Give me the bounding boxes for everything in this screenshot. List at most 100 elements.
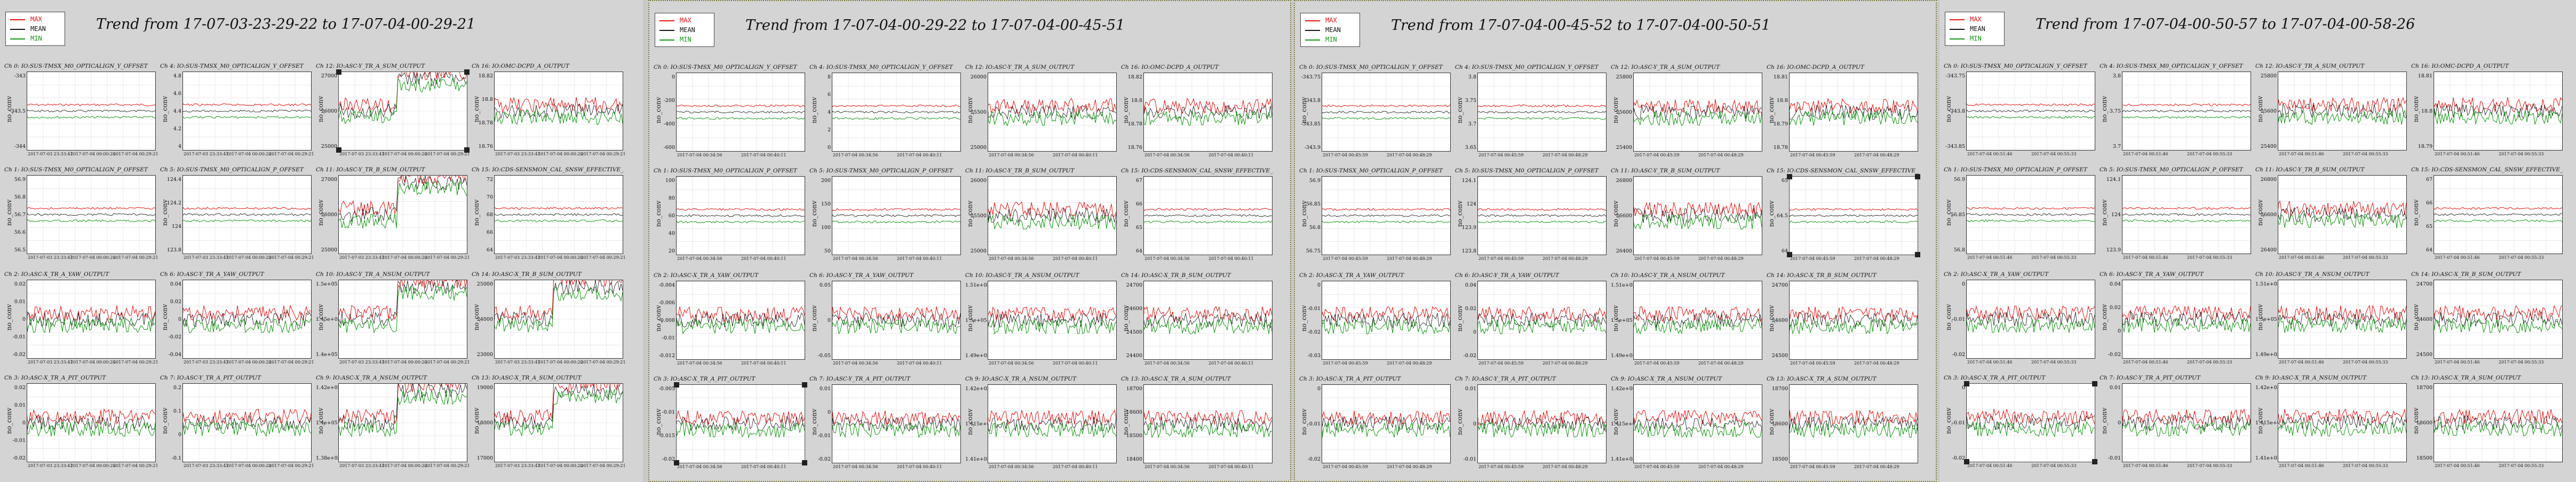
resize-handle[interactable] (674, 460, 679, 465)
chart-cell[interactable]: Ch 1: IO:SUS-TMSX_M0_OPTICALIGN_P_OFFSET… (1944, 167, 2096, 267)
chart-cell[interactable]: Ch 1: IO:SUS-TMSX_M0_OPTICALIGN_P_OFFSET… (1299, 168, 1451, 268)
trend-plot[interactable] (2122, 280, 2251, 359)
chart-cell[interactable]: Ch 6: IO:ASC-Y_TR_A_YAW_OUTPUT no_conv 0.0… (1455, 272, 1607, 373)
chart-cell[interactable]: Ch 11: IO:ASC-Y_TR_B_SUM_OUTPUT no_conv 26… (2255, 167, 2407, 267)
selection-box[interactable] (676, 384, 805, 463)
chart-cell[interactable]: Ch 2: IO:ASC-X_TR_A_YAW_OUTPUT no_conv 0 -0… (1299, 272, 1451, 373)
resize-handle[interactable] (1787, 252, 1792, 257)
resize-handle[interactable] (2092, 459, 2097, 464)
selection-box[interactable] (338, 72, 467, 151)
trend-plot[interactable] (1143, 384, 1273, 463)
trend-plot[interactable] (676, 176, 805, 255)
chart-cell[interactable]: Ch 12: IO:ASC-Y_TR_A_SUM_OUTPUT no_conv 26… (965, 64, 1117, 164)
chart-cell[interactable]: Ch 6: IO:ASC-Y_TR_A_YAW_OUTPUT no_conv 0.0… (809, 272, 961, 373)
trend-plot[interactable] (2278, 280, 2407, 359)
chart-cell[interactable]: Ch 7: IO:ASC-Y_TR_A_PIT_OUTPUT no_conv 0.0… (809, 376, 961, 476)
chart-cell[interactable]: Ch 1: IO:SUS-TMSX_M0_OPTICALIGN_P_OFFSET… (654, 168, 806, 268)
trend-plot[interactable] (2434, 175, 2563, 254)
trend-plot[interactable] (182, 280, 312, 359)
resize-handle[interactable] (674, 382, 679, 388)
chart-cell[interactable]: Ch 2: IO:ASC-X_TR_A_YAW_OUTPUT no_conv -0.… (654, 272, 806, 373)
chart-cell[interactable]: Ch 7: IO:ASC-Y_TR_A_PIT_OUTPUT no_conv 0.2… (160, 375, 314, 475)
chart-cell[interactable]: Ch 4: IO:SUS-TMSX_M0_OPTICALIGN_Y_OFFSET… (160, 63, 314, 163)
chart-cell[interactable]: Ch 13: IO:ASC-X_TR_A_SUM_OUTPUT no_conv 18… (1767, 376, 1919, 476)
chart-cell[interactable]: Ch 13: IO:ASC-X_TR_A_SUM_OUTPUT no_conv 19… (472, 375, 626, 475)
resize-handle[interactable] (1964, 459, 1969, 464)
trend-plot[interactable] (988, 281, 1117, 360)
trend-plot[interactable] (338, 376, 467, 462)
chart-cell[interactable]: Ch 13: IO:ASC-X_TR_A_SUM_OUTPUT no_conv 18… (2411, 375, 2563, 475)
trend-plot[interactable] (27, 280, 156, 359)
chart-cell[interactable]: Ch 3: IO:ASC-X_TR_A_PIT_OUTPUT no_conv 0.0… (4, 375, 158, 475)
trend-plot[interactable] (2434, 280, 2563, 359)
chart-cell[interactable]: Ch 15: IO:CDS-SENSMON_CAL_SNSW_EFFECTIVE… (1121, 168, 1273, 268)
trend-plot[interactable] (1322, 384, 1451, 463)
chart-cell[interactable]: Ch 7: IO:ASC-Y_TR_A_PIT_OUTPUT no_conv 0.0… (1455, 376, 1607, 476)
trend-plot[interactable] (494, 273, 623, 359)
chart-cell[interactable]: Ch 16: IO:OMC-DCPD_A_OUTPUT no_conv 18.82 1… (1121, 64, 1273, 164)
trend-plot[interactable] (832, 73, 961, 152)
chart-cell[interactable]: Ch 0: IO:SUS-TMSX_M0_OPTICALIGN_Y_OFFSET… (1299, 64, 1451, 164)
resize-handle[interactable] (336, 147, 341, 153)
trend-plot[interactable] (832, 176, 961, 255)
chart-cell[interactable]: Ch 10: IO:ASC-Y_TR_A_NSUM_OUTPUT no_conv 1… (1611, 272, 1763, 373)
chart-cell[interactable]: Ch 1: IO:SUS-TMSX_M0_OPTICALIGN_P_OFFSET… (4, 167, 158, 267)
trend-plot[interactable] (1633, 73, 1762, 152)
chart-cell[interactable]: Ch 14: IO:ASC-X_TR_B_SUM_OUTPUT no_conv 25… (472, 271, 626, 372)
trend-plot[interactable] (2122, 175, 2251, 254)
resize-handle[interactable] (1915, 252, 1920, 257)
trend-plot[interactable] (1633, 384, 1762, 463)
chart-cell[interactable]: Ch 9: IO:ASC-X_TR_A_NSUM_OUTPUT no_conv 1.… (316, 375, 470, 475)
chart-cell[interactable]: Ch 5: IO:SUS-TMSX_M0_OPTICALIGN_P_OFFSET… (2100, 167, 2252, 267)
chart-cell[interactable]: Ch 2: IO:ASC-X_TR_A_YAW_OUTPUT no_conv 0.0… (4, 271, 158, 372)
chart-cell[interactable]: Ch 10: IO:ASC-Y_TR_A_NSUM_OUTPUT no_conv 1… (2255, 271, 2407, 372)
chart-cell[interactable]: Ch 5: IO:SUS-TMSX_M0_OPTICALIGN_P_OFFSET… (809, 168, 961, 268)
resize-handle[interactable] (464, 69, 470, 75)
trend-panel[interactable]: MAX MEAN MIN Trend from 17-07-03-23-29-22 t… (0, 0, 643, 482)
chart-cell[interactable]: Ch 9: IO:ASC-X_TR_A_NSUM_OUTPUT no_conv 1.… (965, 376, 1117, 476)
trend-plot[interactable] (338, 273, 467, 359)
chart-cell[interactable]: Ch 9: IO:ASC-X_TR_A_NSUM_OUTPUT no_conv 1.… (1611, 376, 1763, 476)
chart-cell[interactable]: Ch 5: IO:SUS-TMSX_M0_OPTICALIGN_P_OFFSET… (160, 167, 314, 267)
trend-plot[interactable] (676, 73, 805, 152)
trend-plot[interactable] (27, 72, 156, 151)
chart-cell[interactable]: Ch 6: IO:ASC-Y_TR_A_YAW_OUTPUT no_conv 0.0… (2100, 271, 2252, 372)
chart-cell[interactable]: Ch 9: IO:ASC-X_TR_A_NSUM_OUTPUT no_conv 1.… (2255, 375, 2407, 475)
chart-cell[interactable]: Ch 12: IO:ASC-Y_TR_A_SUM_OUTPUT no_conv 27… (316, 63, 470, 163)
chart-cell[interactable]: Ch 11: IO:ASC-Y_TR_B_SUM_OUTPUT no_conv 27… (316, 167, 470, 267)
resize-handle[interactable] (1915, 174, 1920, 179)
trend-plot[interactable] (2278, 72, 2407, 151)
trend-plot[interactable] (1966, 383, 2095, 462)
chart-cell[interactable]: Ch 6: IO:ASC-Y_TR_A_YAW_OUTPUT no_conv 0.0… (160, 271, 314, 372)
trend-plot[interactable] (27, 175, 156, 254)
trend-plot[interactable] (1789, 176, 1918, 255)
resize-handle[interactable] (1787, 174, 1792, 179)
chart-cell[interactable]: Ch 3: IO:ASC-X_TR_A_PIT_OUTPUT no_conv 0 -0… (1299, 376, 1451, 476)
chart-cell[interactable]: Ch 0: IO:SUS-TMSX_M0_OPTICALIGN_Y_OFFSET… (654, 64, 806, 164)
trend-plot[interactable] (676, 384, 805, 463)
chart-cell[interactable]: Ch 11: IO:ASC-Y_TR_B_SUM_OUTPUT no_conv 26… (965, 168, 1117, 268)
trend-plot[interactable] (1322, 73, 1451, 152)
resize-handle[interactable] (1964, 381, 1969, 386)
trend-plot[interactable] (2434, 383, 2563, 462)
trend-panel[interactable]: MAX MEAN MIN Trend from 17-07-04-00-50-57 t… (1939, 0, 2576, 482)
trend-plot[interactable] (1322, 281, 1451, 360)
trend-plot[interactable] (494, 72, 623, 151)
trend-plot[interactable] (1789, 281, 1918, 360)
trend-plot[interactable] (1633, 281, 1762, 360)
trend-plot[interactable] (1322, 176, 1451, 255)
trend-plot[interactable] (988, 73, 1117, 152)
selection-box[interactable] (1966, 383, 2095, 462)
chart-cell[interactable]: Ch 15: IO:CDS-SENSMON_CAL_SNSW_EFFECTIVE… (472, 167, 626, 267)
chart-cell[interactable]: Ch 4: IO:SUS-TMSX_M0_OPTICALIGN_Y_OFFSET… (2100, 63, 2252, 163)
resize-handle[interactable] (464, 147, 470, 153)
trend-plot[interactable] (182, 175, 312, 254)
trend-plot[interactable] (2434, 72, 2563, 151)
trend-plot[interactable] (1477, 73, 1607, 152)
chart-cell[interactable]: Ch 16: IO:OMC-DCPD_A_OUTPUT no_conv 18.81 1… (2411, 63, 2563, 163)
trend-plot[interactable] (27, 383, 156, 462)
trend-plot[interactable] (1789, 73, 1918, 152)
chart-cell[interactable]: Ch 3: IO:ASC-X_TR_A_PIT_OUTPUT no_conv -0.… (654, 376, 807, 476)
chart-cell[interactable]: Ch 0: IO:SUS-TMSX_M0_OPTICALIGN_Y_OFFSET… (4, 63, 158, 163)
chart-cell[interactable]: Ch 14: IO:ASC-X_TR_B_SUM_OUTPUT no_conv 24… (1767, 272, 1919, 373)
